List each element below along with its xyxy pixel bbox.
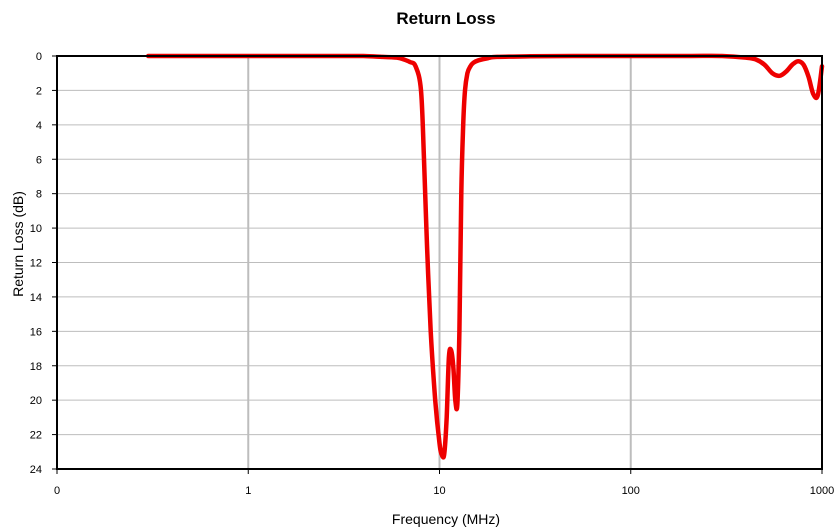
return-loss-series-line — [145, 53, 825, 460]
y-tick-label: 18 — [30, 361, 42, 373]
x-axis-ticks: 0 1 10 100 1000 — [54, 469, 834, 497]
y-tick-label: 6 — [36, 154, 42, 166]
y-tick-label: 16 — [30, 326, 42, 338]
y-axis-label: Return Loss (dB) — [10, 191, 26, 297]
x-tick-label: 10 — [433, 485, 445, 497]
y-tick-label: 20 — [30, 395, 42, 407]
x-tick-label: 100 — [622, 485, 640, 497]
x-tick-label: 0 — [54, 485, 60, 497]
x-axis-label: Frequency (MHz) — [392, 511, 500, 527]
x-tick-label: 1 — [245, 485, 251, 497]
x-tick-label: 1000 — [810, 485, 834, 497]
y-tick-label: 22 — [30, 430, 42, 442]
vertical-gridlines — [247, 56, 632, 469]
series-layer — [145, 53, 825, 460]
y-tick-label: 14 — [30, 292, 42, 304]
y-tick-label: 10 — [30, 223, 42, 235]
y-tick-label: 2 — [36, 85, 42, 97]
y-tick-label: 4 — [36, 120, 42, 132]
y-tick-label: 12 — [30, 258, 42, 270]
chart-title: Return Loss — [396, 9, 495, 28]
y-tick-label: 8 — [36, 189, 42, 201]
y-tick-label: 0 — [36, 51, 42, 63]
y-tick-label: 24 — [30, 464, 42, 476]
